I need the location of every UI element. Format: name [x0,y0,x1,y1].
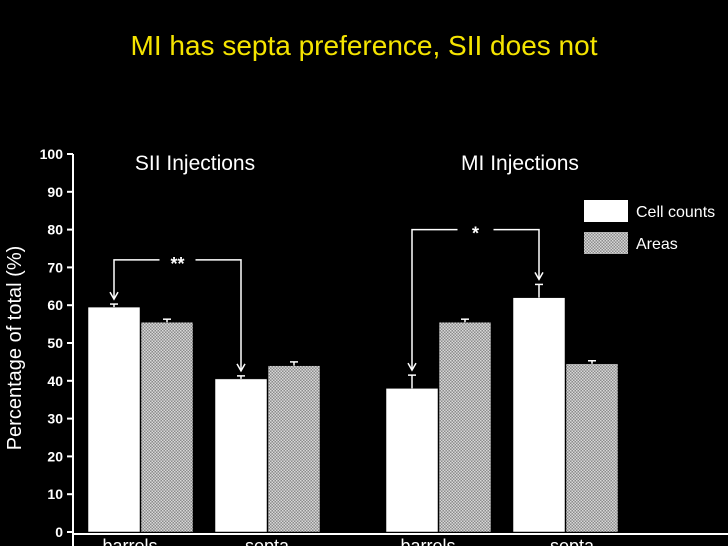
x-tick-label: barrels [102,536,157,546]
significance-marker: * [472,224,479,244]
y-axis-label: Percentage of total (%) [4,246,26,451]
y-tick-label: 90 [47,184,63,200]
y-tick-label: 100 [40,146,64,162]
axis-layer: 0 10 20 30 40 50 60 70 80 90 100 Percentage of tota… [4,146,728,546]
annotation-layer: SII Injections barrels septa ** MI Injection… [102,152,595,546]
bars-layer [87,283,619,533]
x-tick-label: septa [245,536,290,546]
y-tick-label: 20 [47,448,63,464]
bracket-arrow [534,272,544,281]
y-tick-label: 30 [47,411,63,427]
significance-bracket [411,228,540,371]
slide-title: MI has septa preference, SII does not [130,30,598,61]
significance-bracket [113,259,242,371]
x-tick-label: barrels [400,536,455,546]
y-tick-label: 0 [55,524,63,540]
y-tick-label: 80 [47,222,63,238]
bar-areas [565,363,619,533]
y-tick-label: 70 [47,259,63,275]
y-tick-label: 60 [47,297,63,313]
significance-marker: ** [170,254,184,274]
bar-areas [267,365,321,533]
legend-label: Cell counts [636,204,715,221]
legend-label: Areas [636,236,678,253]
panel-title: SII Injections [135,152,255,175]
legend-swatch [584,232,628,254]
y-tick-label: 10 [47,486,63,502]
y-tick-label: 50 [47,335,63,351]
panel-title: MI Injections [461,152,579,175]
x-tick-label: septa [550,536,595,546]
bar-cell-counts [512,297,566,533]
bar-areas [140,321,194,533]
bar-cell-counts [214,378,268,533]
bar-cell-counts [385,388,439,533]
legend-swatch [584,200,628,222]
bracket-arrow [109,291,119,301]
bracket-arrow [236,363,246,373]
y-tick-label: 40 [47,373,63,389]
bracket-arrow [407,362,417,372]
legend: Cell counts Areas [584,200,715,254]
bar-areas [438,321,492,533]
bar-cell-counts [87,306,141,533]
